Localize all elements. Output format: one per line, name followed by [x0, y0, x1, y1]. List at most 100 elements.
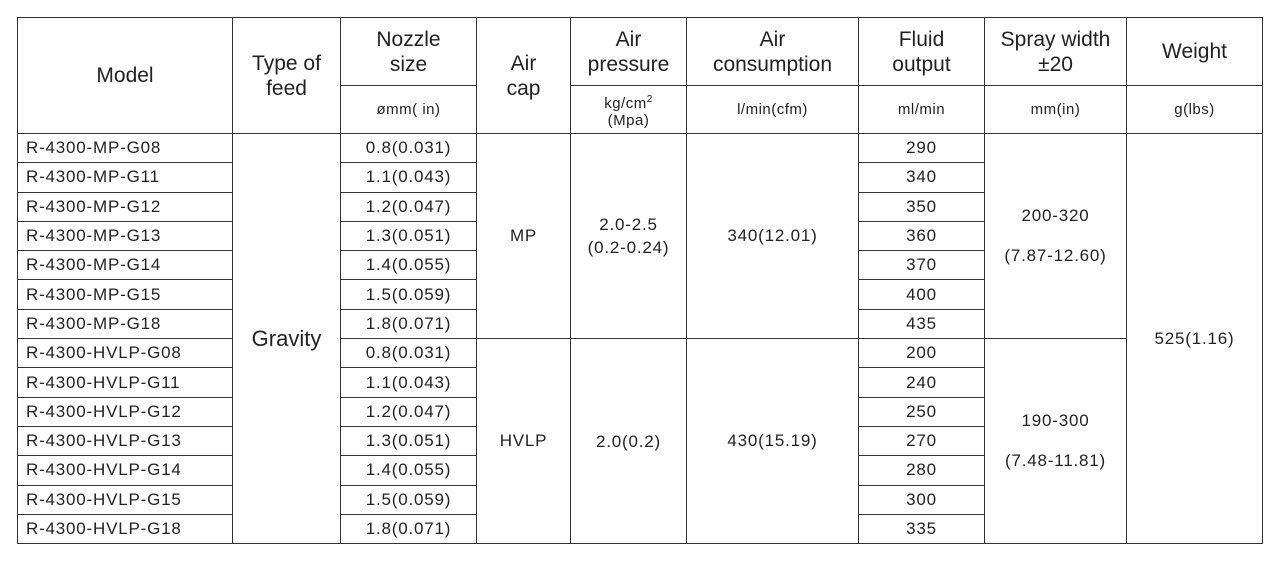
fluid-cell: 290: [858, 132, 985, 164]
model-cell: R-4300-MP-G08: [17, 132, 233, 164]
unit-cell: ml/min: [858, 85, 985, 134]
model: R-4300-MP-G15: [26, 284, 162, 304]
data-row: R-4300-HVLP-G14 1.4(0.055) 280: [17, 455, 1263, 486]
fluid-cell: 200: [858, 338, 985, 369]
data-row: R-4300-MP-G15 1.5(0.059) 400: [17, 279, 1263, 310]
nozzle-size: 0.8(0.031): [365, 343, 452, 363]
nozzle-cell: 0.8(0.031): [340, 338, 477, 369]
model-cell: R-4300-HVLP-G08: [17, 338, 233, 369]
header-text: Air: [615, 27, 642, 51]
fluid-cell: 400: [858, 279, 985, 310]
fluid-output: 250: [906, 401, 937, 421]
air-cap: HVLP: [499, 431, 548, 451]
unit-cell: g(lbs): [1126, 85, 1263, 134]
unit-text: (Mpa): [607, 111, 650, 129]
fluid-output: 360: [906, 226, 937, 246]
fluid-cell: 240: [858, 367, 985, 398]
column-header: Fluid output: [858, 17, 985, 86]
model-cell: R-4300-MP-G18: [17, 308, 233, 340]
header-text: Type of: [252, 51, 321, 75]
nozzle-size: 1.3(0.051): [365, 431, 452, 451]
model: R-4300-HVLP-G18: [26, 519, 182, 538]
spray-width: 190-300: [1021, 411, 1090, 431]
data-row: R-4300-MP-G13 1.3(0.051) 360: [17, 220, 1263, 252]
column-header: Air pressure: [570, 17, 687, 86]
fluid-cell: 280: [858, 455, 985, 486]
fluid-output: 300: [906, 489, 937, 509]
air-cap-cell: MP: [476, 132, 571, 340]
spray-width-cell: 200-320 (7.87-12.60): [984, 132, 1127, 340]
header-text: Nozzle: [376, 27, 441, 51]
nozzle-cell: 1.4(0.055): [340, 455, 477, 486]
column-header: Air consumption: [686, 17, 859, 86]
nozzle-size: 1.2(0.047): [365, 196, 452, 216]
header-text: ±20: [1038, 52, 1073, 76]
model-cell: R-4300-HVLP-G12: [17, 396, 233, 427]
header-text: Weight: [1162, 40, 1227, 63]
unit-text: l/min(cfm): [737, 101, 808, 118]
data-row: R-4300-HVLP-G13 1.3(0.051) 270: [17, 425, 1263, 457]
unit-sup: 2: [646, 93, 653, 105]
unit-cell: mm(in): [984, 85, 1127, 134]
header-text: size: [389, 52, 428, 76]
nozzle-cell: 1.2(0.047): [340, 396, 477, 427]
column-header: Spray width ±20: [984, 17, 1127, 86]
nozzle-size: 1.5(0.059): [365, 489, 452, 509]
unit-row: ømm( in) kg/cm2 (Mpa) l/min(cfm) ml/min mm(in…: [18, 85, 1263, 134]
weight-cell: 525(1.16): [1126, 132, 1263, 545]
nozzle-cell: 0.8(0.031): [340, 132, 477, 164]
data-row: R-4300-MP-G08 Gravity 0.8(0.031) MP 2.0-2.5 (…: [17, 132, 1263, 545]
nozzle-size: 1.3(0.051): [365, 226, 452, 246]
data-row: R-4300-HVLP-G12 1.2(0.047) 250: [17, 396, 1263, 427]
table-body: R-4300-MP-G08 Gravity 0.8(0.031) MP 2.0-2.5 (…: [17, 132, 1263, 545]
nozzle-size: 1.1(0.043): [365, 372, 452, 392]
header-row: Model Type of feed Nozzle size Air cap Air press…: [17, 17, 1263, 134]
air-pressure-cell: 2.0(0.2): [570, 338, 687, 545]
fluid-output: 240: [906, 372, 937, 392]
nozzle-cell: 1.8(0.071): [340, 308, 477, 340]
column-header: Nozzle size: [340, 17, 477, 86]
unit-cell: kg/cm2 (Mpa): [570, 85, 687, 134]
air-pressure: (0.2-0.24): [587, 238, 670, 258]
model: R-4300-HVLP-G12: [26, 401, 182, 421]
model: R-4300-MP-G11: [26, 167, 160, 187]
header-text: cap: [506, 76, 541, 100]
unit-text: g(lbs): [1174, 101, 1215, 118]
air-cap: MP: [509, 226, 538, 246]
air-cap-cell: HVLP: [476, 338, 571, 545]
model: R-4300-HVLP-G15: [26, 489, 182, 509]
spray-width: 200-320: [1021, 206, 1090, 226]
unit-cell: ømm( in): [340, 85, 477, 134]
fluid-output: 350: [906, 196, 937, 216]
model: R-4300-MP-G12: [26, 196, 162, 216]
fluid-output: 435: [906, 313, 937, 333]
nozzle-size: 1.8(0.071): [365, 313, 452, 333]
nozzle-size: 1.2(0.047): [365, 401, 452, 421]
nozzle-size: 1.5(0.059): [365, 284, 452, 304]
nozzle-cell: 1.2(0.047): [340, 191, 477, 222]
fluid-output: 270: [906, 431, 937, 451]
unit-cell: l/min(cfm): [686, 85, 859, 134]
table-header: Model Type of feed Nozzle size Air cap Air press…: [17, 17, 1263, 134]
column-header: Type of feed: [232, 17, 341, 134]
model-cell: R-4300-MP-G13: [17, 220, 233, 252]
air-pressure-cell: 2.0-2.5 (0.2-0.24): [570, 132, 687, 340]
spray-width-cell: 190-300 (7.48-11.81): [984, 338, 1127, 545]
air-pressure: 2.0-2.5: [599, 215, 658, 235]
fluid-cell: 300: [858, 484, 985, 515]
air-consumption-cell: 340(12.01): [686, 132, 859, 340]
column-header: Model: [17, 17, 233, 134]
nozzle-cell: 1.4(0.055): [340, 250, 477, 281]
data-row: R-4300-HVLP-G08 0.8(0.031) HVLP 2.0(0.2) 430…: [17, 338, 1263, 545]
model: R-4300-HVLP-G11: [26, 372, 181, 392]
fluid-output: 340: [906, 167, 937, 187]
nozzle-cell: 1.1(0.043): [340, 162, 477, 193]
spray-width: (7.48-11.81): [1005, 451, 1106, 471]
fluid-output: 370: [906, 255, 937, 275]
fluid-output: 290: [906, 138, 937, 158]
model-cell: R-4300-HVLP-G15: [17, 484, 233, 515]
unit-text: mm(in): [1030, 101, 1081, 118]
nozzle-cell: 1.3(0.051): [340, 220, 477, 252]
fluid-output: 200: [906, 343, 937, 363]
